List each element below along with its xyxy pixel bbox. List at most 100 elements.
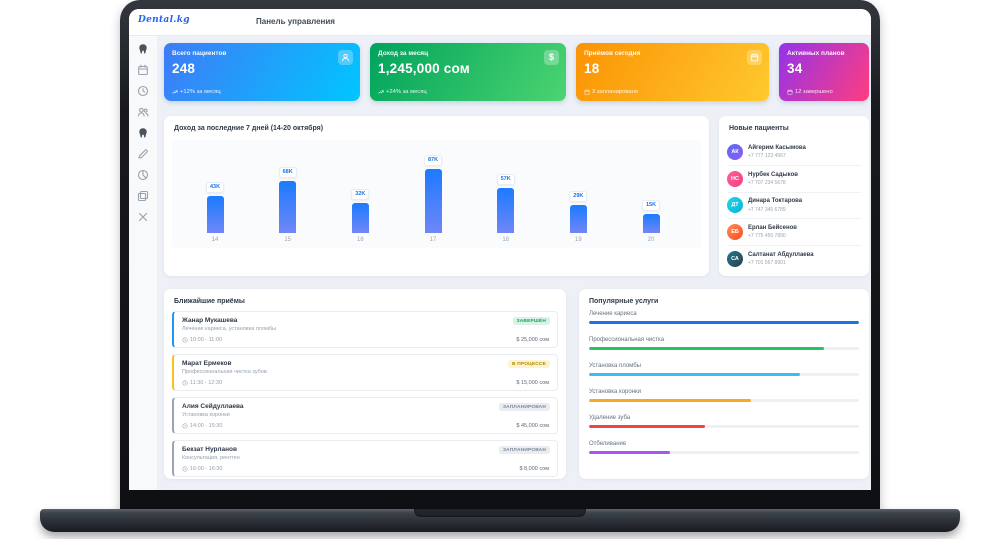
bar-column: 87K	[416, 155, 450, 233]
service-progress-fill	[589, 451, 670, 454]
service-progress-track	[589, 347, 859, 350]
appointment-patient-name: Бекзат Нурланов	[182, 446, 237, 453]
bar[interactable]	[424, 169, 442, 233]
bar-column: 29K	[561, 191, 595, 233]
service-progress-track	[589, 425, 859, 428]
patient-phone: +7 777 123 4567	[748, 152, 786, 159]
service-progress-fill	[589, 425, 706, 428]
appointment-item[interactable]: Бекзат Нурланов Консультация, рентген ЗАПЛ…	[172, 440, 558, 477]
appointment-item[interactable]: Алия Сейдуллаева Установка коронки ЗАПЛАНИ…	[172, 397, 558, 434]
clock-icon	[182, 380, 188, 386]
patient-info: Салтанат Абдуллаева +7 701 567 8901	[748, 252, 814, 266]
patient-info: Айгерим Касымова +7 777 123 4567	[748, 145, 806, 159]
service-row: Удаление зуба	[589, 415, 859, 428]
stat-card-4: Активных планов 34 12 завершено	[779, 43, 869, 101]
stat-label: Всего пациентов	[172, 50, 227, 57]
bar[interactable]	[206, 196, 224, 233]
laptop-base-notch	[414, 509, 586, 517]
calendar-icon	[747, 50, 762, 65]
appointment-item[interactable]: Жанар Мукашева Лечение кариеса, установка…	[172, 311, 558, 348]
tooth-icon[interactable]	[137, 43, 149, 55]
service-label: Лечение кариеса	[589, 311, 637, 317]
patient-phone: +7 701 567 8901	[748, 260, 786, 267]
stat-delta-text: 12 завершено	[795, 89, 833, 95]
service-progress-track	[589, 321, 859, 324]
status-badge: ЗАПЛАНИРОВАН	[498, 403, 550, 411]
clock-icon[interactable]	[137, 85, 149, 97]
new-patients-title: Новые пациенты	[729, 125, 789, 132]
appointment-price: $ 8,000 сом	[519, 466, 549, 472]
app-header: Dental.kg Панель управления	[129, 9, 871, 36]
tooth-icon[interactable]	[137, 127, 149, 139]
appointment-time: 10:00 - 11:00	[182, 337, 222, 343]
time-text: 10:00 - 11:00	[190, 337, 223, 343]
service-progress-track	[589, 373, 859, 376]
avatar: АК	[727, 143, 743, 160]
trend-up-icon	[378, 89, 384, 95]
patient-info: Нурбек Садыков +7 707 234 5678	[748, 172, 798, 186]
patient-list-item[interactable]: СА Салтанат Абдуллаева +7 701 567 8901	[727, 245, 861, 272]
stat-delta: +24% за месяц	[378, 89, 427, 95]
stat-delta-text: +12% за месяц	[180, 89, 221, 95]
status-badge: ЗАВЕРШЁН	[512, 317, 550, 325]
avatar: СА	[727, 251, 743, 268]
revenue-chart-card: Доход за последние 7 дней (14-20 октября…	[164, 116, 709, 276]
bar[interactable]	[642, 214, 660, 233]
x-axis-tick: 19	[575, 237, 582, 243]
appointment-time: 11:30 - 12:30	[182, 380, 222, 386]
chart-title: Доход за последние 7 дней (14-20 октября…	[174, 125, 324, 132]
patient-name: Ерлан Бейсенов	[748, 225, 797, 232]
bar[interactable]	[351, 203, 369, 233]
appointment-time: 16:00 - 16:30	[182, 466, 222, 472]
stat-value: 248	[172, 61, 196, 76]
service-row: Отбеливание	[589, 441, 859, 454]
time-text: 16:00 - 16:30	[190, 466, 223, 472]
patient-phone: +7 775 456 7890	[748, 233, 786, 240]
bar-value-label: 32K	[351, 189, 370, 200]
stat-label: Активных планов	[787, 50, 845, 57]
service-label: Отбеливание	[589, 441, 627, 447]
stat-delta: 3 запланировано	[584, 89, 638, 95]
pie-chart-icon[interactable]	[137, 169, 149, 181]
patient-name: Динара Токтарова	[748, 198, 803, 205]
users-icon[interactable]	[137, 106, 149, 118]
appointments-title: Ближайшие приёмы	[174, 298, 245, 305]
service-progress-fill	[589, 399, 751, 402]
bar[interactable]	[279, 181, 297, 233]
bar-value-label: 29K	[569, 191, 588, 202]
appointment-patient-name: Жанар Мукашева	[182, 317, 238, 324]
copy-icon[interactable]	[137, 190, 149, 202]
patient-list-item[interactable]: ДТ Динара Токтарова +7 747 345 6789	[727, 191, 861, 219]
appointment-price: $ 15,000 сом	[516, 380, 549, 386]
sidebar-nav	[129, 35, 158, 490]
x-axis-tick: 18	[502, 237, 510, 243]
pen-icon[interactable]	[137, 148, 149, 160]
patient-list-item[interactable]: ЕБ Ерлан Бейсенов +7 775 456 7890	[727, 218, 861, 245]
status-badge: В ПРОЦЕССЕ	[508, 360, 550, 368]
bar-value-label: 68K	[278, 167, 297, 178]
bar-value-label: 43K	[205, 182, 225, 193]
service-progress-fill	[589, 321, 859, 324]
patient-list-item[interactable]: НС Нурбек Садыков +7 707 234 5678	[727, 164, 861, 192]
bar[interactable]	[497, 188, 515, 233]
appointment-item[interactable]: Марат Ермеков Профессиональная чистка зуб…	[172, 354, 558, 391]
service-progress-track	[589, 451, 859, 454]
close-icon[interactable]	[137, 211, 149, 223]
stat-delta: +12% за месяц	[172, 89, 221, 95]
dollar-icon: $	[544, 50, 559, 65]
service-row: Установка коронки	[589, 389, 859, 402]
trend-up-icon	[172, 89, 178, 95]
stat-delta-text: 3 запланировано	[592, 89, 639, 95]
bar[interactable]	[569, 205, 587, 233]
x-axis-tick: 15	[284, 237, 291, 243]
dashboard-screen: Dental.kg Панель управления Всего пациен…	[129, 9, 871, 490]
appointments-card: Ближайшие приёмы Жанар Мукашева Лечение к…	[164, 289, 566, 479]
stat-card-1: Всего пациентов 248 +12% за месяц	[164, 43, 360, 101]
bar-value-label: 15K	[641, 200, 661, 211]
patient-phone: +7 707 234 5678	[748, 179, 786, 186]
patient-list-item[interactable]: АК Айгерим Касымова +7 777 123 4567	[727, 139, 861, 165]
popular-services-title: Популярные услуги	[589, 298, 659, 305]
calendar-icon[interactable]	[137, 64, 149, 76]
stat-delta-text: +24% за месяц	[386, 89, 427, 95]
